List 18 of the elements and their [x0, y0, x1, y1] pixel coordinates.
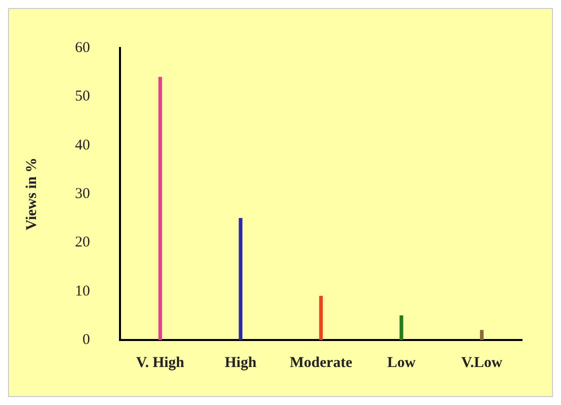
y-tick-label: 40 — [75, 137, 90, 154]
y-tick-label: 0 — [82, 332, 90, 348]
y-axis-title: Views in % — [24, 158, 40, 230]
bar — [158, 76, 162, 340]
bar — [319, 296, 323, 340]
x-tick-label: High — [224, 354, 258, 371]
x-tick-label: Moderate — [290, 354, 353, 371]
y-tick-label: 10 — [75, 283, 90, 300]
x-tick-label: V. High — [136, 354, 185, 371]
bar — [238, 218, 242, 340]
x-tick-label: V.Low — [461, 354, 502, 371]
bar — [480, 330, 484, 340]
x-tick-label: Low — [387, 354, 416, 371]
y-tick-label: 60 — [75, 40, 90, 56]
bar — [400, 315, 404, 340]
y-tick-label: 50 — [75, 88, 90, 105]
y-tick-label: 20 — [75, 234, 90, 251]
y-tick-label: 30 — [75, 186, 90, 202]
